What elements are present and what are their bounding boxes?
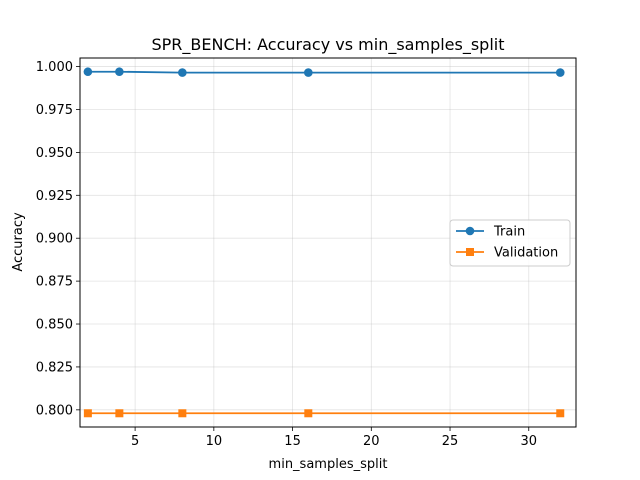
validation-point (556, 409, 565, 418)
train-line (87, 70, 561, 74)
y-axis-ticks: 0.800 0.825 0.850 0.875 0.900 0.925 0.950 0.975… (36, 60, 80, 418)
train-point (178, 68, 187, 77)
x-tick-label: 15 (284, 434, 301, 449)
x-tick-label: 5 (131, 434, 139, 449)
y-axis-label: Accuracy (11, 212, 26, 272)
legend-swatch-marker (465, 226, 475, 236)
y-tick-label: 0.900 (36, 232, 73, 247)
validation-series (83, 409, 565, 418)
train-series (83, 67, 565, 77)
y-tick-label: 1.000 (36, 60, 73, 75)
train-point (83, 67, 93, 77)
train-point (115, 67, 124, 77)
train-point (555, 68, 565, 77)
legend-swatch-marker (466, 248, 474, 256)
x-tick-label: 10 (206, 434, 223, 449)
x-axis-ticks: 5 10 15 20 25 30 (131, 427, 537, 449)
y-tick-label: 0.875 (36, 275, 73, 290)
y-tick-label: 0.825 (36, 360, 73, 375)
validation-point (115, 409, 124, 418)
legend-entry-train: Train (456, 225, 525, 240)
y-tick-label: 0.925 (36, 189, 73, 204)
y-tick-label: 0.800 (36, 403, 73, 418)
plot-frame (79, 57, 577, 428)
y-tick-label: 0.850 (36, 318, 73, 333)
validation-point (178, 409, 187, 418)
x-tick-label: 30 (520, 434, 537, 449)
validation-point (304, 409, 313, 418)
y-tick-label: 0.950 (36, 146, 73, 161)
x-tick-label: 25 (442, 434, 459, 449)
chart-title: SPR_BENCH: Accuracy vs min_samples_split (151, 35, 504, 55)
x-tick-label: 20 (363, 434, 380, 449)
y-tick-label: 0.975 (36, 103, 73, 118)
validation-point (83, 409, 92, 418)
legend-entry-validation: Validation (456, 246, 558, 261)
series-layer (83, 67, 565, 418)
train-point (304, 68, 313, 77)
x-axis-label: min_samples_split (269, 457, 388, 472)
legend-label: Validation (494, 246, 558, 261)
legend-label: Train (493, 225, 525, 240)
legend: Train Validation (449, 219, 571, 267)
